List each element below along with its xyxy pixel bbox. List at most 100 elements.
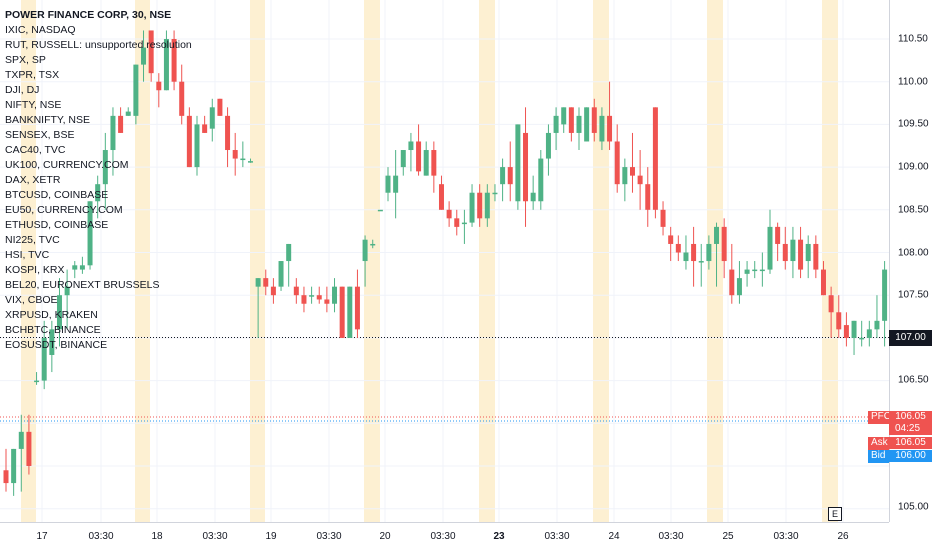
candle-body (293, 286, 299, 296)
candle (759, 252, 765, 287)
candle-body (798, 239, 804, 270)
candle (11, 448, 17, 496)
candle-body (675, 243, 681, 253)
time-tick: 03:30 (658, 531, 684, 542)
candle (736, 261, 742, 304)
candle (553, 107, 559, 151)
candle (41, 320, 47, 390)
candle (385, 167, 391, 202)
bar-countdown-label: 04:25 (889, 423, 932, 435)
candlestick-plot (0, 0, 889, 522)
candle (500, 158, 506, 202)
candle-body (843, 325, 849, 338)
candle (729, 243, 735, 304)
candle-body (721, 226, 727, 262)
candle-body (553, 115, 559, 133)
candle (118, 107, 124, 133)
candle-body (247, 161, 253, 163)
candle-body (461, 222, 467, 225)
candle-body (736, 278, 742, 296)
candle (95, 175, 101, 219)
candle (400, 150, 406, 176)
compare-symbol[interactable]: SENSEX, BSE (5, 129, 75, 141)
candle (706, 235, 712, 270)
time-axis[interactable]: 17 03:30 18 03:30 19 03:30 20 03:30 23 0… (0, 522, 889, 550)
candle (49, 320, 55, 373)
candle-body (377, 209, 383, 212)
compare-symbol[interactable]: EOSUSDT, BINANCE (5, 339, 108, 351)
candle-body (515, 124, 521, 202)
compare-symbol[interactable]: ETHUSD, COINBASE (5, 219, 109, 231)
compare-symbol[interactable]: BEL20, EURONEXT BRUSSELS (5, 279, 160, 291)
candle-body (859, 337, 865, 340)
candle (56, 278, 62, 347)
compare-symbol[interactable]: BCHBTC, BINANCE (5, 324, 101, 336)
compare-symbol[interactable]: BTCUSD, COINBASE (5, 189, 109, 201)
candle (599, 107, 605, 151)
candle (179, 64, 185, 125)
compare-symbol[interactable]: BANKNIFTY, NSE (5, 114, 90, 126)
candle (186, 107, 192, 168)
compare-symbol[interactable]: CAC40, TVC (5, 144, 66, 156)
main-symbol-title[interactable]: POWER FINANCE CORP, 30, NSE (5, 9, 172, 21)
compare-symbol[interactable]: EU50, CURRENCY.COM (5, 204, 123, 216)
candle (454, 209, 460, 236)
compare-symbol[interactable]: DAX, XETR (5, 174, 61, 186)
candle-body (500, 167, 506, 185)
candle-body (813, 243, 819, 270)
time-tick: 20 (379, 531, 391, 542)
bid-tag: Bid (868, 450, 889, 463)
time-tick: 18 (151, 531, 163, 542)
compare-symbol[interactable]: TXPR, TSX (5, 69, 60, 81)
candle (247, 158, 253, 163)
compare-symbol[interactable]: IXIC, NASDAQ (5, 24, 76, 36)
candle (431, 141, 437, 193)
price-tick: 109.00 (898, 161, 929, 173)
price-axis[interactable]: 110.50 110.00 109.50 109.00 108.50 108.0… (889, 0, 932, 522)
candle-body (125, 111, 131, 116)
candle (18, 414, 24, 492)
candle (209, 98, 215, 142)
chart-pane[interactable]: POWER FINANCE CORP, 30, NSE IXIC, NASDAQ… (0, 0, 889, 522)
candle-body (393, 175, 399, 193)
session-band (822, 0, 838, 522)
compare-symbol[interactable]: RUT, RUSSELL: unsupported resolution (5, 39, 192, 51)
crosshair-price-label: 107.00 (889, 330, 932, 346)
compare-symbol[interactable]: KOSPI, KRX (5, 264, 65, 276)
compare-symbol[interactable]: UK100, CURRENCY.COM (5, 159, 129, 171)
compare-symbol[interactable]: HSI, TVC (5, 249, 50, 261)
candle-body (163, 39, 169, 91)
earnings-marker[interactable]: E (828, 507, 842, 521)
candle-body (332, 286, 338, 304)
candle-body (362, 239, 368, 262)
price-tick: 106.50 (898, 374, 929, 386)
candle-body (232, 150, 238, 159)
candle-body (691, 243, 697, 262)
candle-body (408, 141, 414, 151)
compare-symbol[interactable]: NI225, TVC (5, 234, 60, 246)
candle-body (316, 295, 322, 300)
candle (828, 286, 834, 338)
candle (301, 286, 307, 313)
candle-body (286, 243, 292, 262)
compare-symbol[interactable]: XRPUSD, KRAKEN (5, 309, 98, 321)
compare-symbol[interactable]: SPX, SP (5, 54, 46, 66)
candle-body (828, 295, 834, 313)
candle (217, 98, 223, 116)
candle (545, 124, 551, 176)
candle (148, 30, 154, 82)
compare-symbol[interactable]: DJI, DJ (5, 84, 40, 96)
candle (232, 132, 238, 176)
candle-body (354, 286, 360, 330)
price-tick: 110.50 (898, 33, 928, 45)
candle (171, 30, 177, 91)
candle (477, 184, 483, 227)
candle (332, 278, 338, 313)
candle-body (668, 235, 674, 244)
candle-body (202, 124, 208, 133)
candle (584, 107, 590, 142)
session-band (250, 0, 265, 522)
compare-symbol[interactable]: VIX, CBOE (5, 294, 58, 306)
compare-symbol[interactable]: NIFTY, NSE (5, 99, 62, 111)
session-band (135, 0, 150, 522)
